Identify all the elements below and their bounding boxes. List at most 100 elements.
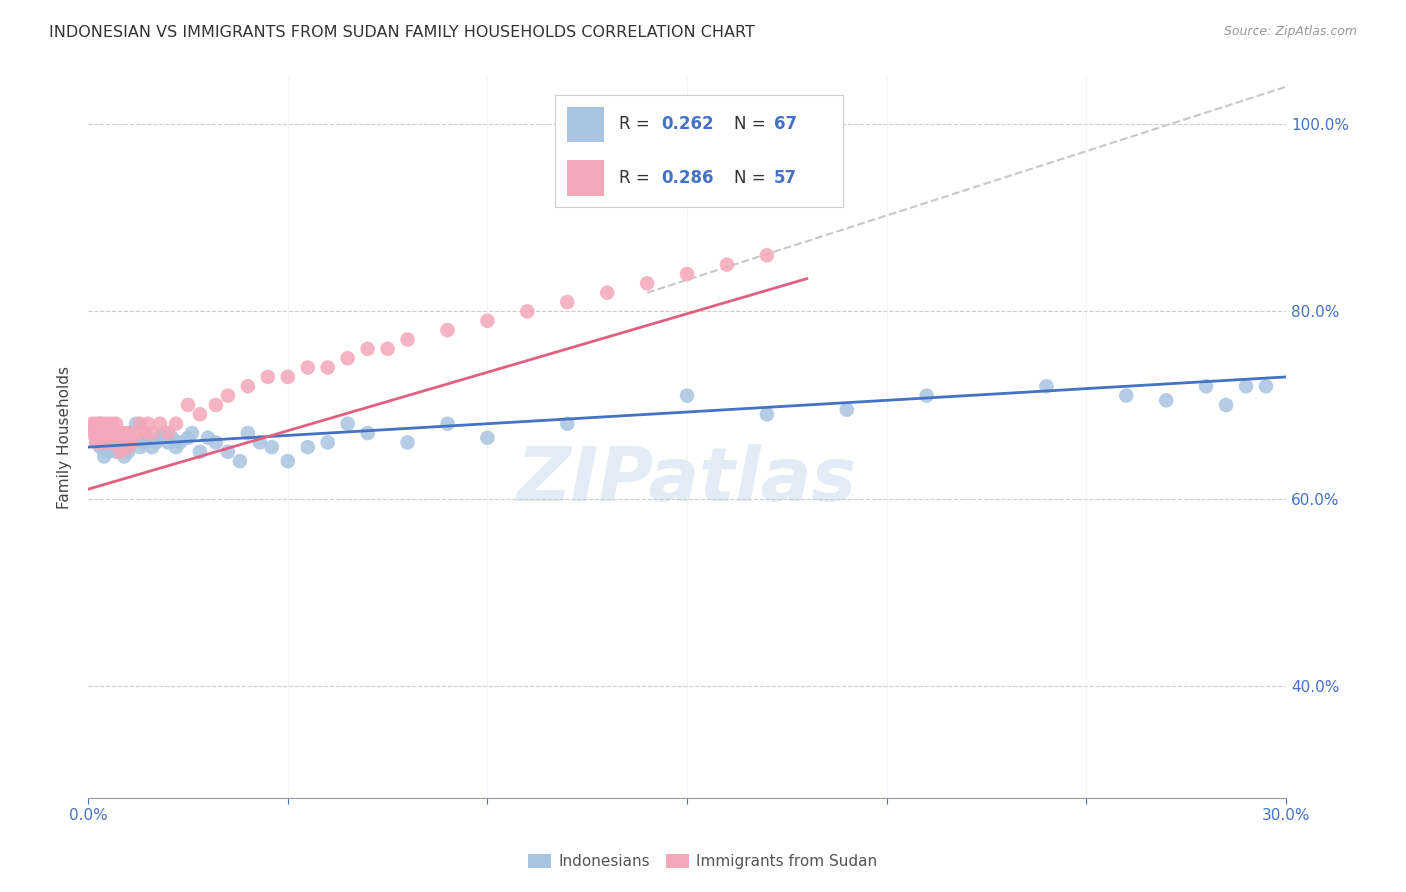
- Point: [1154, 393, 1177, 408]
- Point: [117, 444, 139, 458]
- Point: [676, 389, 699, 403]
- Point: [84, 435, 107, 450]
- Point: [149, 431, 172, 445]
- Point: [297, 440, 319, 454]
- Point: [84, 426, 107, 441]
- Point: [1254, 379, 1277, 393]
- Point: [236, 379, 259, 393]
- Point: [165, 417, 187, 431]
- Point: [101, 426, 124, 441]
- Point: [89, 426, 111, 441]
- Legend: Indonesians, Immigrants from Sudan: Indonesians, Immigrants from Sudan: [522, 848, 884, 875]
- Point: [84, 417, 107, 431]
- Point: [101, 435, 124, 450]
- Point: [105, 435, 128, 450]
- Text: INDONESIAN VS IMMIGRANTS FROM SUDAN FAMILY HOUSEHOLDS CORRELATION CHART: INDONESIAN VS IMMIGRANTS FROM SUDAN FAMI…: [49, 25, 755, 40]
- Point: [1195, 379, 1218, 393]
- Point: [229, 454, 252, 468]
- Point: [84, 426, 107, 441]
- Point: [217, 444, 239, 458]
- Point: [477, 314, 499, 328]
- Point: [97, 426, 120, 441]
- Point: [516, 304, 538, 318]
- Point: [596, 285, 619, 300]
- Point: [89, 431, 111, 445]
- Point: [555, 295, 578, 310]
- Point: [112, 426, 135, 441]
- Point: [82, 417, 104, 431]
- Point: [716, 258, 738, 272]
- Point: [205, 435, 228, 450]
- Point: [82, 421, 104, 435]
- Point: [755, 248, 778, 262]
- Point: [141, 426, 163, 441]
- Point: [316, 360, 339, 375]
- Point: [105, 435, 128, 450]
- Point: [153, 426, 176, 441]
- Point: [82, 426, 104, 441]
- Point: [101, 440, 124, 454]
- Point: [101, 417, 124, 431]
- Point: [165, 440, 187, 454]
- Point: [555, 417, 578, 431]
- Point: [356, 342, 378, 356]
- Point: [89, 435, 111, 450]
- Point: [105, 426, 128, 441]
- Point: [136, 431, 159, 445]
- Point: [97, 435, 120, 450]
- Point: [636, 277, 658, 291]
- Point: [93, 426, 115, 441]
- Point: [121, 435, 143, 450]
- Point: [132, 426, 155, 441]
- Point: [112, 435, 135, 450]
- Point: [277, 370, 299, 384]
- Point: [97, 444, 120, 458]
- Point: [1115, 389, 1137, 403]
- Text: ZIPatlas: ZIPatlas: [517, 444, 858, 517]
- Point: [145, 435, 167, 450]
- Point: [156, 426, 179, 441]
- Point: [477, 431, 499, 445]
- Point: [97, 426, 120, 441]
- Point: [136, 417, 159, 431]
- Point: [105, 417, 128, 431]
- Point: [336, 417, 359, 431]
- Point: [260, 440, 283, 454]
- Point: [436, 417, 458, 431]
- Point: [101, 431, 124, 445]
- Point: [101, 421, 124, 435]
- Point: [89, 440, 111, 454]
- Point: [1215, 398, 1237, 412]
- Point: [97, 417, 120, 431]
- Point: [297, 360, 319, 375]
- Point: [236, 426, 259, 441]
- Point: [169, 435, 191, 450]
- Point: [93, 440, 115, 454]
- Point: [156, 435, 179, 450]
- Point: [93, 435, 115, 450]
- Point: [755, 408, 778, 422]
- Point: [396, 333, 419, 347]
- Point: [112, 450, 135, 464]
- Point: [249, 435, 271, 450]
- Point: [117, 440, 139, 454]
- Text: Source: ZipAtlas.com: Source: ZipAtlas.com: [1223, 25, 1357, 38]
- Point: [132, 435, 155, 450]
- Point: [112, 435, 135, 450]
- Point: [117, 426, 139, 441]
- Point: [108, 444, 131, 458]
- Point: [256, 370, 278, 384]
- Point: [177, 431, 200, 445]
- Point: [108, 431, 131, 445]
- Point: [188, 408, 211, 422]
- Point: [336, 351, 359, 366]
- Point: [129, 417, 152, 431]
- Point: [396, 435, 419, 450]
- Point: [160, 431, 183, 445]
- Point: [181, 426, 204, 441]
- Point: [93, 426, 115, 441]
- Point: [108, 435, 131, 450]
- Point: [89, 417, 111, 431]
- Point: [1234, 379, 1257, 393]
- Point: [125, 426, 148, 441]
